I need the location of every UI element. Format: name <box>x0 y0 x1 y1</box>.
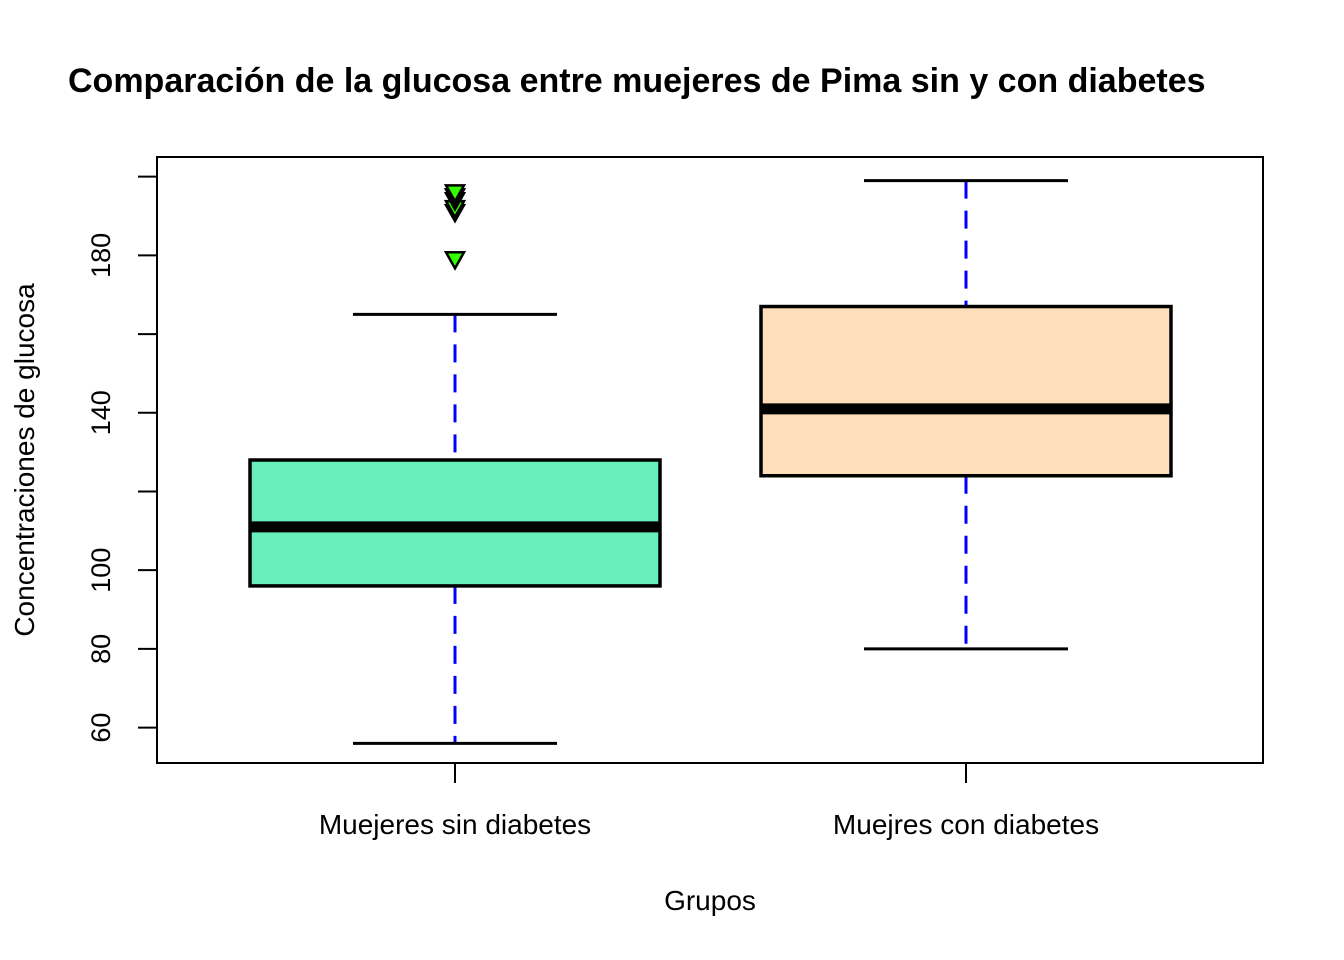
y-tick-label: 180 <box>86 233 116 278</box>
x-axis-label: Grupos <box>664 885 756 916</box>
outlier-point <box>443 184 467 204</box>
x-tick-label: Muejeres sin diabetes <box>319 809 591 840</box>
plot-area: 60 80 100 140 180 Muejeres sin diabetes Muejre… <box>86 156 1264 840</box>
y-tick-label: 60 <box>86 713 116 743</box>
x-tick-label: Muejres con diabetes <box>833 809 1099 840</box>
y-tick-label: 80 <box>86 634 116 664</box>
plot-frame <box>156 156 1264 764</box>
y-tick-label: 140 <box>86 390 116 435</box>
y-tick-label: 100 <box>86 548 116 593</box>
box-iqr <box>759 304 1173 478</box>
chart-title: Comparación de la glucosa entre muejeres… <box>68 62 1206 100</box>
y-axis-label: Concentraciones de glucosa <box>9 283 40 637</box>
outlier-point <box>443 251 467 271</box>
